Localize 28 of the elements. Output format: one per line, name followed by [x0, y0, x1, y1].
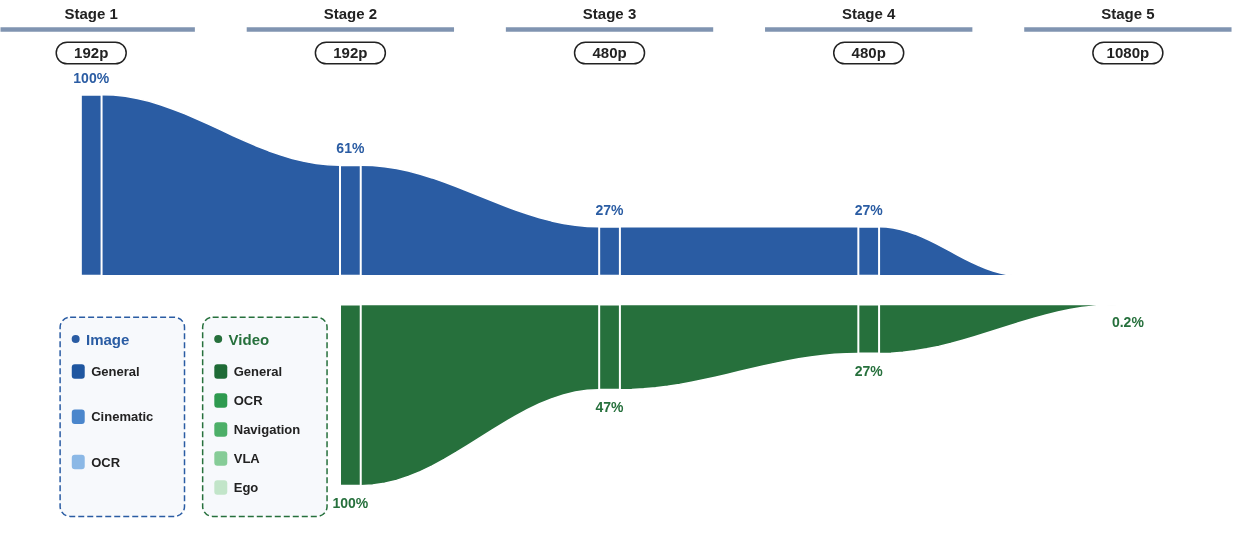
- text: 192p: [333, 44, 368, 62]
- text: 1080p: [1106, 44, 1150, 62]
- legend-label: Navigation: [233, 422, 301, 438]
- data-label: 27%: [854, 362, 884, 379]
- category-label: Stage 2: [323, 4, 378, 22]
- category-label: Stage 5: [1101, 4, 1155, 22]
- data-label: 61%: [336, 140, 365, 157]
- legend-label: OCR: [233, 393, 264, 409]
- data-label: 27%: [854, 201, 884, 218]
- legend-label: Video: [228, 330, 270, 348]
- text: 480p: [851, 44, 886, 62]
- legend-label: OCR: [91, 454, 121, 470]
- legend-label: Image: [86, 330, 130, 348]
- legend-label: General: [233, 364, 283, 380]
- legend-label: Cinematic: [91, 409, 154, 425]
- legend-label: Ego: [233, 479, 259, 495]
- text: 192p: [74, 44, 109, 62]
- data-label: 47%: [595, 398, 625, 415]
- category-label: Stage 3: [582, 4, 637, 22]
- category-label: Stage 1: [64, 4, 118, 22]
- legend-label: VLA: [233, 450, 261, 466]
- text: 480p: [592, 44, 627, 62]
- data-label: 100%: [73, 69, 110, 86]
- data-label: 100%: [332, 494, 369, 511]
- category-label: Stage 4: [842, 4, 897, 22]
- legend-label: General: [91, 364, 140, 380]
- data-label: 27%: [595, 201, 625, 218]
- data-label: 0.2%: [1111, 314, 1145, 331]
